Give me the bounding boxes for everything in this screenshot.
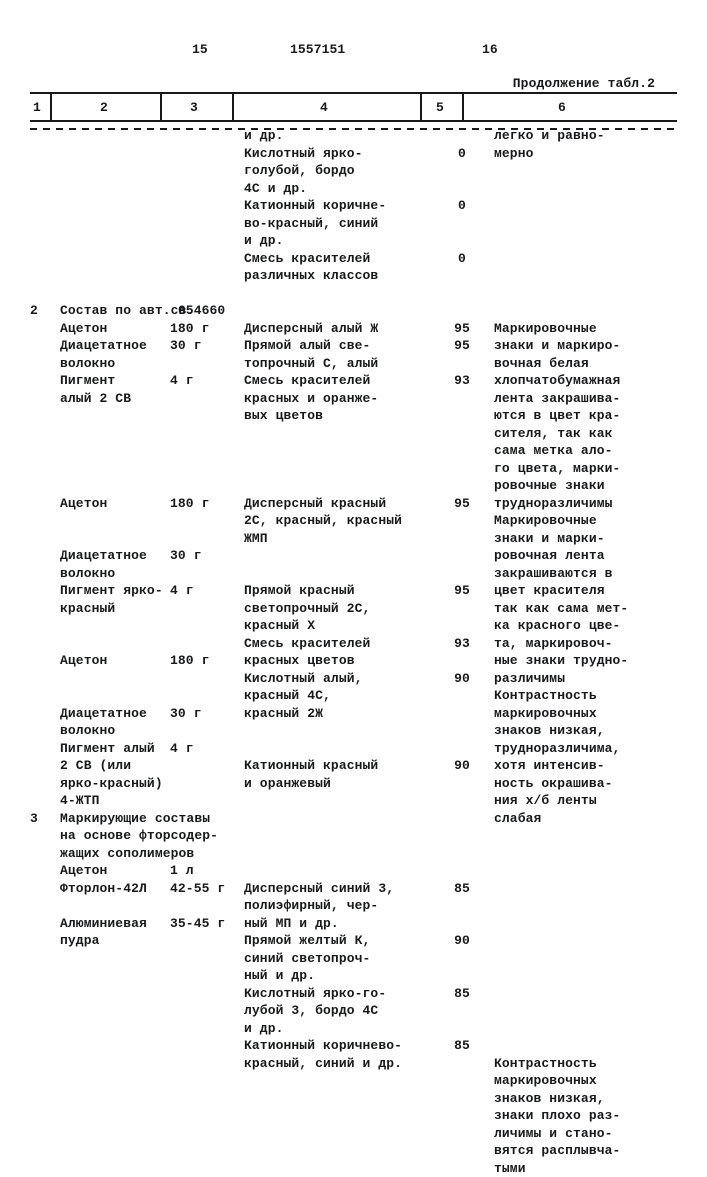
- column-headers: 1 2 3 4 5 6: [30, 97, 677, 117]
- col-2-header: 2: [100, 100, 108, 115]
- rule-mid: [30, 120, 677, 122]
- rule-top: [30, 92, 677, 94]
- page: 15 1557151 16 Продолжение табл.2 1 2 3 4…: [0, 0, 707, 1000]
- column-6: легко и равно- мерно Маркировочные знаки…: [494, 127, 677, 980]
- document-number: 1557151: [290, 42, 345, 57]
- vrule-2: [160, 92, 162, 120]
- col-1-header: 1: [33, 100, 41, 115]
- vrule-4: [420, 92, 422, 120]
- continuation-label: Продолжение табл.2: [513, 76, 655, 91]
- vrule-1: [50, 92, 52, 120]
- col-4-header: 4: [320, 100, 328, 115]
- column-3: 654660 180 г 30 г 4 г 180 г 30 г 4 г 180…: [170, 127, 236, 980]
- col-6-header: 6: [558, 100, 566, 115]
- col-5-header: 5: [436, 100, 444, 115]
- page-number-left: 15: [192, 42, 208, 57]
- page-number-right: 16: [482, 42, 498, 57]
- col-3-header: 3: [190, 100, 198, 115]
- column-2: Состав по авт.св. Ацетон Диацетатное вол…: [60, 127, 162, 980]
- vrule-3: [232, 92, 234, 120]
- column-5: 0 0 0 95 95 93 95 95 93 90 90 85 90 85 8…: [438, 127, 486, 980]
- column-4: и др. Кислотный ярко- голубой, бордо 4С …: [244, 127, 430, 980]
- table-body: 2 3 Состав по авт.св. Ацетон Диацетатное…: [30, 127, 677, 980]
- column-1: 2 3: [30, 127, 52, 980]
- vrule-5: [462, 92, 464, 120]
